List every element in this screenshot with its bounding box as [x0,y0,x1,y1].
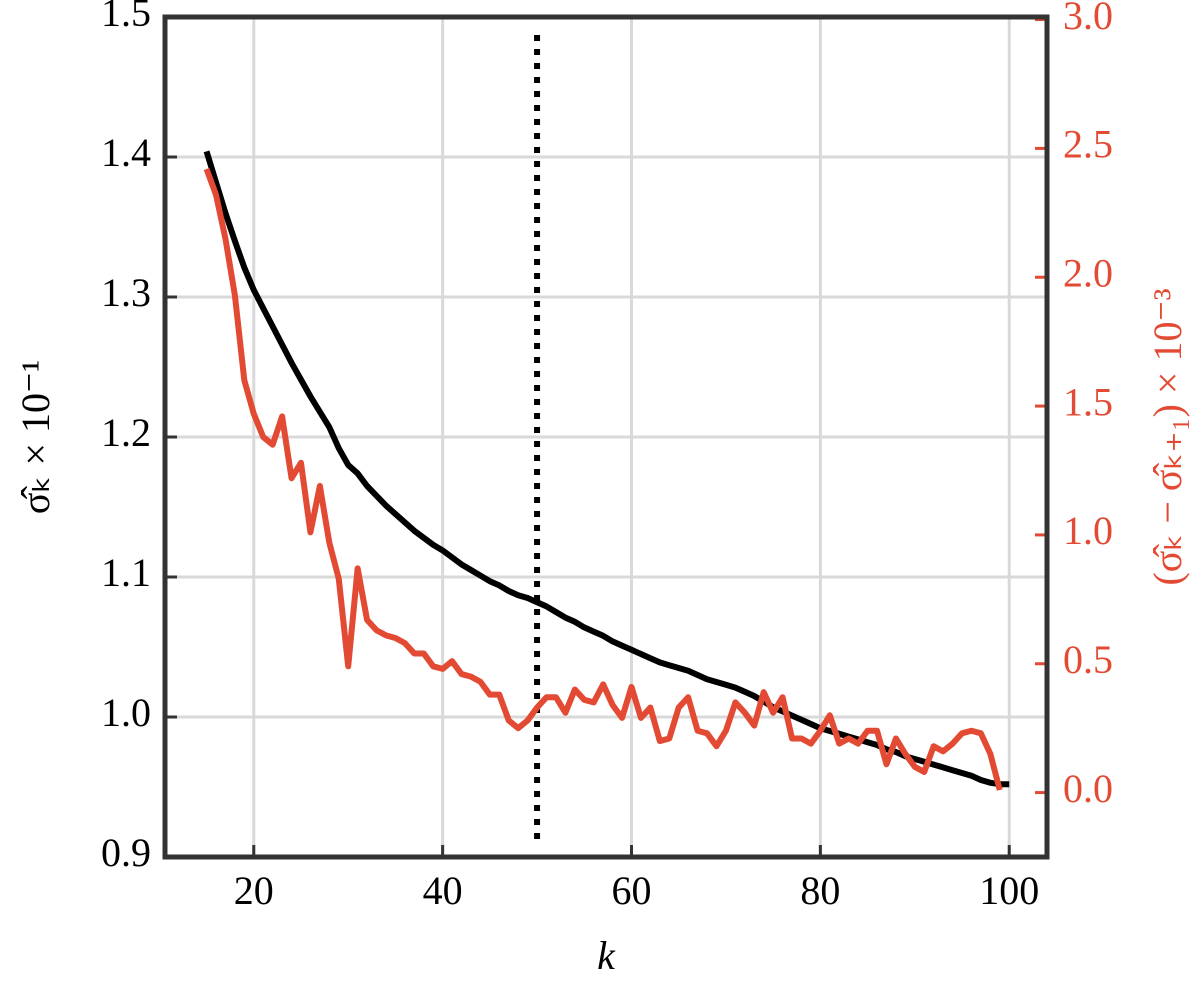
x-axis-label: k [597,933,616,978]
y-tick-label: 1.3 [101,270,151,315]
y2-axis-label: (σ̂ₖ − σ̂ₖ₊₁) × 10⁻³ [1145,288,1190,585]
y2-tick-label: 2.5 [1063,122,1113,167]
y2-tick-label: 1.0 [1063,508,1113,553]
y-axis-label: σ̂ₖ × 10⁻¹ [13,360,58,514]
data-line [203,150,1010,788]
y-tick-label: 1.4 [101,130,151,175]
y2-tick-label: 0.5 [1063,637,1113,682]
y-tick-label: 1.2 [101,410,151,455]
y2-tick-label: 3.0 [1063,0,1113,38]
y2-tick-label: 0.0 [1063,766,1113,811]
x-tick-label: 80 [800,868,840,913]
x-tick-label: 100 [979,868,1039,913]
y-tick-label: 1.0 [101,690,151,735]
y-tick-label: 1.1 [101,550,151,595]
data-line [203,167,1003,791]
y2-tick-label: 1.5 [1063,379,1113,424]
plot-frame [162,14,1050,860]
x-tick-label: 60 [611,868,651,913]
x-tick-label: 20 [234,868,274,913]
y-tick-label: 1.5 [101,0,151,35]
y-tick-label: 0.9 [101,830,151,875]
x-tick-label: 40 [423,868,463,913]
y2-tick-label: 2.0 [1063,250,1113,295]
